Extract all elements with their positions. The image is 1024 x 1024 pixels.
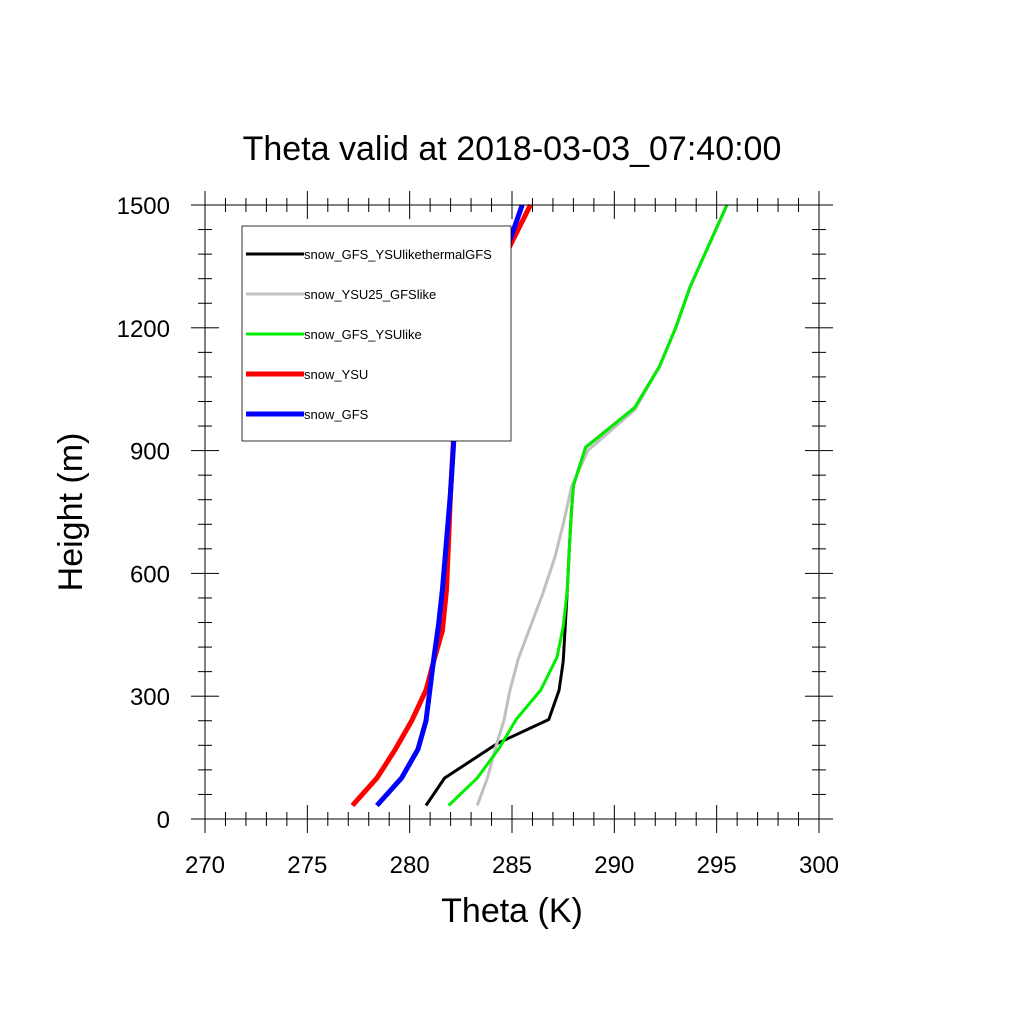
legend-label-3: snow_YSU bbox=[304, 367, 368, 382]
x-tick-label: 270 bbox=[185, 852, 225, 879]
x-tick-label: 300 bbox=[799, 852, 839, 879]
x-tick-label: 280 bbox=[390, 852, 430, 879]
y-tick-label: 1500 bbox=[117, 193, 170, 220]
legend-label-0: snow_GFS_YSUlikethermalGFS bbox=[304, 247, 492, 262]
x-tick-label: 285 bbox=[492, 852, 532, 879]
legend-label-2: snow_GFS_YSUlike bbox=[304, 327, 422, 342]
chart-title: Theta valid at 2018-03-03_07:40:00 bbox=[243, 130, 782, 168]
y-tick-label: 1200 bbox=[117, 316, 170, 343]
plot-frame bbox=[204, 204, 820, 820]
y-tick-label: 900 bbox=[130, 439, 170, 466]
x-tick-label: 295 bbox=[697, 852, 737, 879]
legend-label-1: snow_YSU25_GFSlike bbox=[304, 287, 436, 302]
x-axis-label: Theta (K) bbox=[441, 892, 583, 930]
y-axis-label: Height (m) bbox=[52, 433, 90, 592]
legend: snow_GFS_YSUlikethermalGFS snow_YSU25_GFS… bbox=[241, 225, 512, 442]
y-tick-label: 0 bbox=[157, 807, 170, 834]
x-tick-label: 290 bbox=[594, 852, 634, 879]
y-tick-label: 600 bbox=[130, 561, 170, 588]
y-tick-label: 300 bbox=[130, 684, 170, 711]
tick-labels: 270 275 280 285 290 295 300 0 300 600 900 1200 1500 bbox=[117, 193, 839, 879]
x-tick-label: 275 bbox=[287, 852, 327, 879]
series-line-1 bbox=[475, 204, 729, 807]
series-line-2 bbox=[447, 204, 729, 807]
legend-label-4: snow_GFS bbox=[304, 407, 369, 422]
